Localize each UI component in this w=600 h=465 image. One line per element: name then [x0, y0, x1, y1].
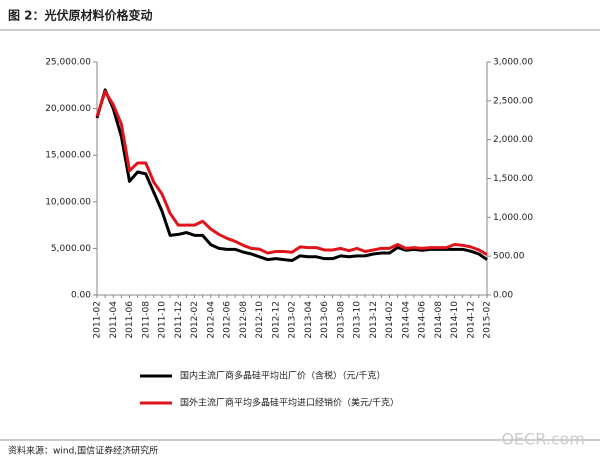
y2-tick-label: 1,500.00	[493, 174, 533, 184]
y-tick-label: 0.00	[71, 291, 91, 301]
x-tick-label: 2013-04	[304, 301, 314, 339]
watermark: OECR.com	[501, 430, 585, 449]
series-line	[95, 88, 488, 263]
series-line	[95, 90, 488, 256]
y-tick-label: 15,000.00	[45, 151, 91, 161]
y2-tick-label: 0.00	[493, 291, 513, 301]
x-tick-label: 2011-12	[174, 301, 184, 339]
legend-label: 国内主流厂商多晶硅平均出厂价（含税）（元/千克）	[180, 370, 386, 382]
x-tick-label: 2013-08	[336, 301, 346, 339]
x-tick-label: 2014-06	[418, 301, 428, 339]
x-tick-label: 2011-06	[125, 301, 135, 339]
y2-tick-label: 3,000.00	[493, 58, 533, 68]
x-tick-label: 2014-02	[385, 301, 395, 339]
chart-title: 图 2：光伏原材料价格变动	[8, 8, 153, 23]
x-tick-label: 2013-06	[320, 301, 330, 339]
x-tick-label: 2013-10	[353, 301, 363, 339]
x-tick-label: 2011-08	[141, 301, 151, 339]
x-tick-label: 2015-02	[483, 301, 493, 339]
legend-label: 国外主流厂商平均多晶硅平均进口经销价（美元/千克）	[180, 397, 399, 409]
x-tick-label: 2014-04	[401, 301, 411, 339]
x-tick-label: 2011-02	[93, 301, 103, 339]
x-tick-label: 2011-04	[109, 301, 119, 339]
x-tick-label: 2014-08	[434, 301, 444, 339]
y2-tick-label: 500.00	[493, 252, 525, 262]
x-tick-label: 2013-02	[288, 301, 298, 339]
x-tick-label: 2012-02	[190, 301, 200, 339]
x-tick-label: 2014-10	[450, 301, 460, 339]
y2-tick-label: 2,000.00	[493, 135, 533, 145]
x-tick-label: 2012-12	[271, 301, 281, 339]
x-tick-label: 2013-12	[369, 301, 379, 339]
x-tick-label: 2012-04	[206, 301, 216, 339]
source: 资料来源：wind,国信证券经济研究所	[8, 445, 158, 457]
x-tick-label: 2012-08	[239, 301, 249, 339]
x-tick-label: 2011-10	[158, 301, 168, 339]
x-tick-label: 2012-06	[223, 301, 233, 339]
y-tick-label: 10,000.00	[45, 197, 91, 207]
y-tick-label: 20,000.00	[45, 104, 91, 114]
y-tick-label: 25,000.00	[45, 58, 91, 68]
y2-tick-label: 2,500.00	[493, 96, 533, 106]
x-tick-label: 2012-10	[255, 301, 265, 339]
x-tick-label: 2014-12	[466, 301, 476, 339]
y2-tick-label: 1,000.00	[493, 213, 533, 223]
y-tick-label: 5,000.00	[51, 244, 91, 254]
